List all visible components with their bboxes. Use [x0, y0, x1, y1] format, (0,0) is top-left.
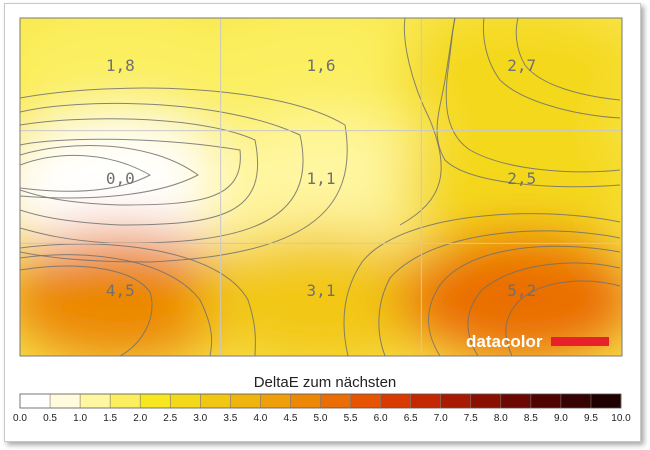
heat-cell	[20, 18, 245, 145]
colorbar-segment	[110, 394, 141, 408]
contour-line	[467, 262, 621, 356]
contour-line	[343, 213, 621, 356]
contour-line	[378, 230, 621, 356]
logo-bar	[551, 337, 609, 346]
colorbar-tick-label: 2.0	[133, 413, 147, 424]
colorbar-tick-label: 1.5	[103, 413, 117, 424]
colorbar-segment	[230, 394, 261, 408]
heat-cell	[196, 18, 446, 145]
colorbar-tick-label: 4.5	[283, 413, 297, 424]
colorbar-segment	[260, 394, 291, 408]
colorbar-tick-label: 5.5	[344, 413, 358, 424]
colorbar-segment	[50, 394, 81, 408]
colorbar-tick-label: 6.5	[404, 413, 418, 424]
colorbar-tick-label: 4.0	[253, 413, 267, 424]
colorbar-segment	[530, 394, 562, 408]
colorbar-tick-label: 0.0	[13, 413, 27, 424]
colorbar-tick-label: 7.5	[464, 413, 478, 424]
colorbar-tick-label: 6.0	[374, 413, 388, 424]
cell-value-label: 3,1	[307, 281, 336, 300]
colorbar-tick-label: 3.5	[223, 413, 237, 424]
logo-text: datacolor	[466, 332, 543, 351]
cell-value-label: 5,2	[507, 281, 536, 300]
contour-line	[20, 118, 259, 226]
cell-value-label: 0,0	[106, 169, 135, 188]
contour-line	[20, 145, 199, 199]
colorbar-segment	[410, 394, 441, 408]
contour-line	[20, 138, 241, 206]
colorbar-segment	[320, 394, 351, 408]
plot-border	[19, 17, 623, 357]
colorbar-tick-label: 5.0	[314, 413, 328, 424]
colorbar-tick-label: 8.0	[494, 413, 508, 424]
contour-line	[20, 87, 348, 263]
contour-line	[482, 18, 621, 119]
colorbar-tick-label: 2.5	[163, 413, 177, 424]
cell-value-labels: 1,8 1,6 2,7 0,0 1,1 2,5 4,5 3,1 5,2	[106, 56, 536, 300]
colorbar-segment	[560, 394, 592, 408]
heat-cell	[20, 229, 245, 356]
contour-line	[445, 18, 621, 173]
colorbar-segment	[80, 394, 111, 408]
heat-cell	[196, 229, 446, 356]
contour-lines	[20, 18, 621, 356]
cell-value-label: 2,5	[507, 169, 536, 188]
colorbar-segment	[170, 394, 201, 408]
colorbar-segment	[380, 394, 411, 408]
colorbar-segment	[200, 394, 231, 408]
colorbar-segment	[290, 394, 321, 408]
contour-line	[427, 245, 621, 356]
datacolor-logo: datacolor	[466, 332, 609, 351]
colorbar-segment	[440, 394, 472, 408]
colorbar: 0.0 0.5 1.0 1.5 2.0 2.5 3.0 3.5 4.0 4.5 5.0 5.5 6.0 6…	[13, 393, 631, 424]
colorbar-segment	[590, 394, 622, 408]
colorbar-tick-label: 9.0	[554, 413, 568, 424]
colorbar-tick-label: 1.0	[73, 413, 87, 424]
cell-value-label: 1,8	[106, 56, 135, 75]
colorbar-tick-label: 7.0	[434, 413, 448, 424]
colorbar-tick-label: 8.5	[524, 413, 538, 424]
contour-line	[399, 18, 442, 226]
contour-line	[20, 254, 213, 356]
contour-line	[20, 265, 153, 356]
cell-value-label: 2,7	[507, 56, 536, 75]
contour-line	[20, 102, 304, 244]
contour-line	[436, 18, 621, 188]
colorbar-label: DeltaE zum nächsten	[254, 374, 397, 391]
colorbar-tick-label: 10.0	[611, 413, 631, 424]
grid-lines	[20, 18, 622, 356]
colorbar-segment	[140, 394, 171, 408]
cell-value-label: 4,5	[106, 281, 135, 300]
heat-cell	[196, 117, 446, 257]
colorbar-segment	[500, 394, 532, 408]
heat-cell	[397, 18, 622, 145]
colorbar-segment	[350, 394, 381, 408]
contour-line	[515, 18, 621, 101]
cell-value-label: 1,1	[307, 169, 336, 188]
cell-value-label: 1,6	[307, 56, 336, 75]
colorbar-segment	[470, 394, 502, 408]
colorbar-tick-label: 9.5	[584, 413, 598, 424]
colorbar-segment	[20, 394, 51, 408]
heat-cell	[397, 117, 622, 257]
colorbar-tick-label: 0.5	[43, 413, 57, 424]
contour-line	[20, 154, 152, 192]
colorbar-tick-label: 3.0	[193, 413, 207, 424]
contour-line	[505, 280, 621, 356]
heat-cell	[397, 229, 622, 356]
